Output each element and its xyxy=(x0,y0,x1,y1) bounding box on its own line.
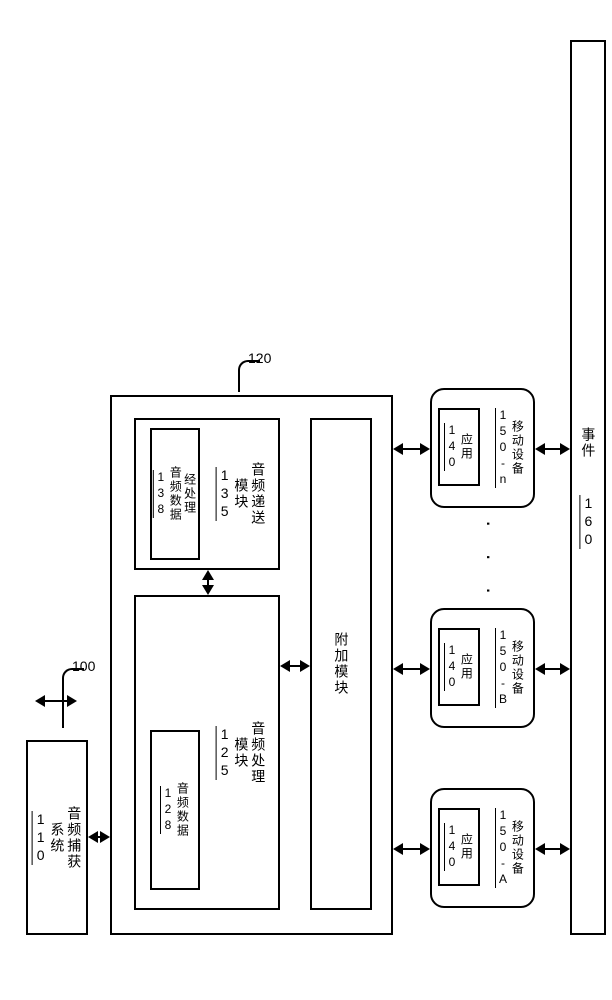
arrow-a5 xyxy=(395,448,428,450)
audio-processing-label: 音频处理模块125 xyxy=(206,597,276,908)
event-160-label: 事件 160 xyxy=(572,42,604,933)
arrow-a7 xyxy=(537,668,568,670)
arrow-a1 xyxy=(282,665,308,667)
audio-capture-label: 音频捕获系统110 xyxy=(28,742,86,933)
ellipsis-dots: · · · xyxy=(476,520,502,604)
audio-capture-system: 音频捕获系统110 xyxy=(26,740,88,935)
app-b: 应用140 xyxy=(438,628,480,706)
audio-data-128-label: 音频数据128 xyxy=(152,732,198,888)
app-b-label: 应用140 xyxy=(440,630,478,704)
app-n: 应用140 xyxy=(438,408,480,486)
arrow-a8 xyxy=(537,448,568,450)
arrow-a6 xyxy=(537,848,568,850)
app-a-label: 应用140 xyxy=(440,810,478,884)
arrow-a3 xyxy=(395,848,428,850)
addon-module: 附加模块 xyxy=(310,418,372,910)
leader-120 xyxy=(238,360,260,392)
app-a: 应用140 xyxy=(438,808,480,886)
event-160: 事件 160 xyxy=(570,40,606,935)
mobile-device-n-label: 移动设备150-n xyxy=(486,390,534,506)
addon-module-label: 附加模块 xyxy=(312,420,370,908)
arrow-a4 xyxy=(395,668,428,670)
app-n-label: 应用140 xyxy=(440,410,478,484)
mobile-device-b-label: 移动设备150-B xyxy=(486,610,534,726)
audio-data-128: 音频数据128 xyxy=(150,730,200,890)
processed-audio-data-138: 经处理音频数据138 xyxy=(150,428,200,560)
arrow-capture-to-main xyxy=(37,700,75,702)
arrow-a0 xyxy=(90,836,108,838)
processed-audio-data-138-label: 经处理音频数据138 xyxy=(152,430,198,558)
mobile-device-a-label: 移动设备150-A xyxy=(486,790,534,906)
audio-delivery-label: 音频递送模块135 xyxy=(206,420,276,568)
arrow-a2 xyxy=(207,572,209,593)
